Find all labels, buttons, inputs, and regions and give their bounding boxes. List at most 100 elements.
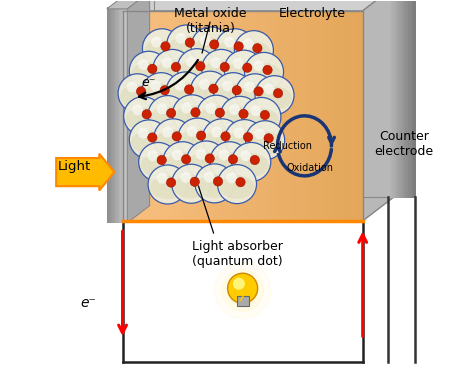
Polygon shape: [128, 0, 150, 223]
Ellipse shape: [126, 107, 161, 131]
Ellipse shape: [244, 108, 279, 132]
FancyBboxPatch shape: [255, 11, 261, 221]
Circle shape: [139, 143, 178, 181]
Circle shape: [184, 85, 194, 94]
Circle shape: [137, 87, 146, 96]
Circle shape: [245, 53, 283, 91]
Circle shape: [255, 76, 294, 115]
Text: Light absorber
(quantum dot): Light absorber (quantum dot): [191, 240, 283, 268]
Circle shape: [203, 172, 215, 183]
Circle shape: [209, 84, 218, 93]
Ellipse shape: [222, 107, 257, 130]
FancyBboxPatch shape: [261, 11, 267, 221]
FancyBboxPatch shape: [164, 11, 171, 221]
Ellipse shape: [189, 152, 224, 175]
Circle shape: [162, 127, 173, 138]
Circle shape: [199, 79, 210, 90]
Circle shape: [148, 64, 157, 74]
FancyBboxPatch shape: [119, 7, 121, 223]
Circle shape: [118, 74, 157, 113]
Circle shape: [166, 178, 176, 187]
Ellipse shape: [173, 175, 209, 198]
FancyBboxPatch shape: [125, 7, 126, 223]
Circle shape: [182, 155, 191, 164]
FancyBboxPatch shape: [182, 11, 189, 221]
Text: Counter
electrode: Counter electrode: [374, 130, 434, 158]
Circle shape: [220, 62, 229, 72]
Circle shape: [243, 132, 253, 142]
Circle shape: [236, 178, 245, 187]
Circle shape: [191, 71, 229, 110]
FancyBboxPatch shape: [357, 11, 364, 221]
Ellipse shape: [204, 130, 239, 153]
Circle shape: [151, 37, 162, 48]
Circle shape: [216, 29, 255, 68]
Circle shape: [220, 96, 259, 135]
Circle shape: [190, 177, 200, 186]
Circle shape: [215, 262, 271, 319]
Circle shape: [161, 42, 170, 51]
Ellipse shape: [141, 153, 176, 177]
FancyBboxPatch shape: [327, 11, 333, 221]
FancyBboxPatch shape: [126, 7, 128, 223]
Circle shape: [124, 97, 163, 136]
Circle shape: [234, 31, 273, 70]
Circle shape: [222, 81, 233, 91]
Circle shape: [239, 109, 248, 119]
FancyBboxPatch shape: [408, 0, 410, 198]
FancyBboxPatch shape: [406, 0, 409, 198]
Circle shape: [186, 56, 197, 67]
FancyBboxPatch shape: [390, 0, 392, 198]
Circle shape: [273, 88, 283, 98]
FancyBboxPatch shape: [115, 7, 117, 223]
Text: e⁻: e⁻: [141, 76, 155, 89]
FancyBboxPatch shape: [399, 0, 401, 198]
FancyBboxPatch shape: [279, 11, 285, 221]
FancyBboxPatch shape: [153, 11, 159, 221]
FancyBboxPatch shape: [120, 7, 122, 223]
Circle shape: [224, 37, 235, 48]
Ellipse shape: [150, 106, 185, 130]
Circle shape: [211, 127, 222, 138]
Ellipse shape: [237, 85, 273, 108]
FancyBboxPatch shape: [297, 11, 303, 221]
Circle shape: [226, 172, 237, 183]
FancyBboxPatch shape: [107, 7, 109, 223]
Circle shape: [142, 110, 151, 119]
FancyBboxPatch shape: [171, 11, 177, 221]
Circle shape: [197, 95, 236, 134]
Ellipse shape: [169, 36, 204, 59]
FancyBboxPatch shape: [392, 0, 394, 198]
Circle shape: [150, 81, 161, 91]
FancyBboxPatch shape: [109, 7, 111, 223]
FancyBboxPatch shape: [118, 7, 119, 223]
FancyBboxPatch shape: [249, 11, 255, 221]
Ellipse shape: [131, 62, 166, 85]
Circle shape: [129, 120, 168, 159]
Circle shape: [177, 49, 216, 88]
Circle shape: [166, 108, 176, 118]
Circle shape: [229, 104, 240, 115]
Circle shape: [228, 273, 258, 303]
Circle shape: [175, 33, 186, 44]
FancyBboxPatch shape: [401, 0, 403, 198]
Circle shape: [196, 131, 206, 140]
FancyBboxPatch shape: [237, 11, 243, 221]
Ellipse shape: [226, 61, 261, 84]
FancyBboxPatch shape: [273, 11, 279, 221]
Circle shape: [200, 35, 211, 46]
Ellipse shape: [150, 176, 185, 199]
Circle shape: [191, 108, 200, 117]
FancyBboxPatch shape: [116, 7, 118, 223]
Circle shape: [191, 27, 230, 66]
FancyBboxPatch shape: [128, 11, 135, 221]
Circle shape: [253, 43, 262, 53]
FancyBboxPatch shape: [410, 0, 412, 198]
Circle shape: [244, 82, 255, 93]
Circle shape: [225, 119, 264, 159]
Ellipse shape: [165, 152, 200, 176]
Text: Electrolyte: Electrolyte: [279, 7, 346, 20]
Ellipse shape: [145, 40, 180, 63]
FancyBboxPatch shape: [285, 11, 292, 221]
Circle shape: [254, 129, 265, 139]
